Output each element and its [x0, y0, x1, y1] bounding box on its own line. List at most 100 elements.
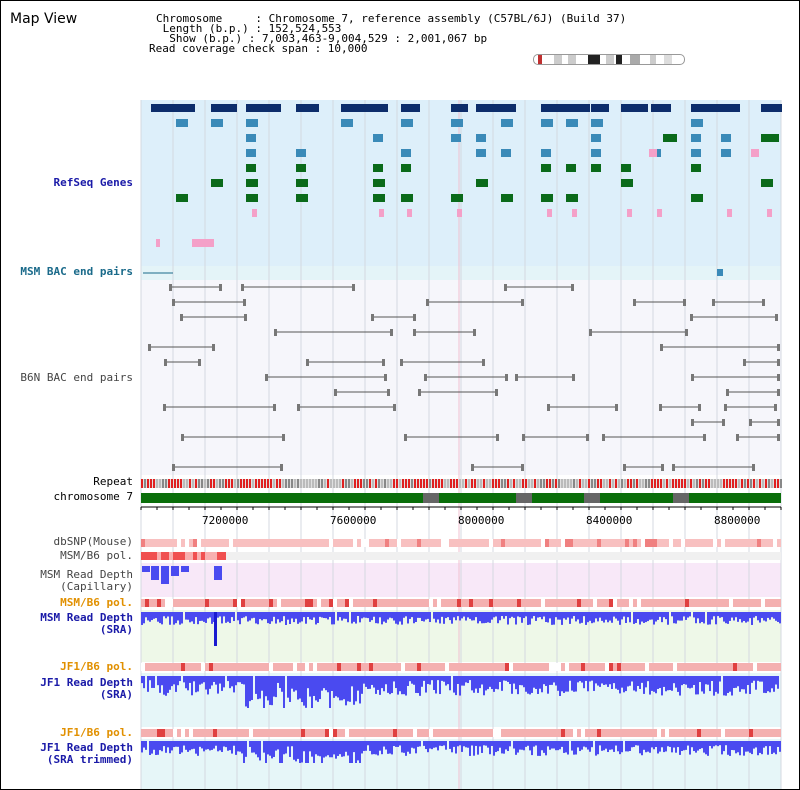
- read-depth-bar: [515, 741, 517, 755]
- dbsnp-feature: [329, 539, 333, 547]
- read-depth-bar: [247, 676, 249, 708]
- read-depth-bar: [317, 676, 319, 702]
- bac-end: [712, 299, 715, 306]
- bac-end: [752, 464, 755, 471]
- read-depth-bar: [177, 676, 179, 686]
- read-depth-bar: [359, 741, 361, 763]
- msm-pol-feature: [297, 599, 301, 607]
- chromosome-gap: [516, 493, 532, 503]
- jf1-pol-feature: [409, 663, 413, 671]
- bac-end: [777, 344, 780, 351]
- read-depth-bar: [525, 741, 527, 747]
- jf1-pol-feature: [701, 663, 705, 671]
- read-depth-bar: [467, 676, 469, 684]
- bac-end: [382, 359, 385, 366]
- read-depth-bar: [383, 676, 385, 692]
- read-depth-bar: [219, 741, 221, 751]
- gene-feature: [246, 104, 281, 112]
- gene-feature: [296, 164, 306, 172]
- read-depth-bar: [563, 741, 565, 753]
- read-depth-bar: [371, 612, 373, 621]
- read-depth-bar: [365, 676, 367, 687]
- read-depth-bar: [399, 741, 401, 746]
- gene-feature: [401, 164, 411, 172]
- msm-pol-feature: [417, 599, 421, 607]
- read-depth-bar: [491, 612, 493, 620]
- read-depth-bar: [451, 741, 453, 753]
- read-depth-bar: [589, 741, 591, 752]
- read-depth-bar: [771, 741, 773, 754]
- dbsnp-feature: [425, 539, 429, 547]
- read-depth-bar: [717, 676, 719, 694]
- gene-feature: [176, 194, 188, 202]
- read-depth-bar: [177, 741, 179, 747]
- jf1-pol-feature: [541, 663, 545, 671]
- repeat-feature: [729, 479, 731, 488]
- read-depth-bar: [627, 741, 629, 752]
- jf1-pol-feature: [713, 663, 717, 671]
- read-depth-bar: [559, 612, 561, 620]
- msm-pol-feature: [393, 599, 397, 607]
- repeat-feature: [690, 479, 692, 488]
- read-depth-bar: [657, 741, 659, 754]
- read-depth-bar: [351, 741, 353, 763]
- read-depth-bar: [755, 612, 757, 617]
- repeat-feature: [666, 479, 668, 488]
- msm-pol-feature: [457, 599, 461, 607]
- jf1-pol-feature: [721, 663, 725, 671]
- read-depth-bar: [367, 676, 369, 689]
- repeat-feature: [411, 479, 413, 488]
- repeat-feature: [216, 479, 218, 488]
- read-depth-bar: [305, 676, 307, 708]
- jf1-pol-feature: [401, 729, 405, 737]
- read-depth-bar: [149, 741, 151, 755]
- repeat-feature: [144, 479, 146, 488]
- read-depth-bar: [589, 612, 591, 621]
- msm-pol-feature: [425, 599, 429, 607]
- dbsnp-feature: [209, 539, 213, 547]
- read-depth-bar: [655, 741, 657, 748]
- jf1-pol-feature: [705, 663, 709, 671]
- msm-pol-feature: [777, 599, 781, 607]
- repeat-feature: [531, 479, 533, 488]
- msm-pol-feature: [201, 552, 205, 560]
- jf1-pol-feature: [333, 663, 337, 671]
- gene-feature: [476, 149, 486, 157]
- read-depth-bar: [199, 741, 201, 747]
- jf1-pol-feature: [273, 663, 277, 671]
- dbsnp-feature: [601, 539, 605, 547]
- msm-pol-feature: [213, 552, 217, 560]
- repeat-feature: [615, 479, 617, 488]
- read-depth-bar: [357, 741, 359, 761]
- read-depth-bar: [411, 676, 413, 684]
- jf1-pol-feature: [329, 729, 333, 737]
- bac-end: [743, 359, 746, 366]
- msm-pol-feature: [169, 599, 173, 607]
- read-depth-bar: [577, 612, 579, 620]
- read-depth-bar: [575, 676, 577, 692]
- jf1-pol-feature: [165, 663, 169, 671]
- chromosome-ideogram[interactable]: [533, 54, 685, 65]
- dbsnp-feature: [585, 539, 589, 547]
- read-depth-bar: [509, 741, 511, 747]
- jf1-pol-feature: [557, 663, 561, 671]
- jf1-pol-feature: [357, 729, 361, 737]
- jf1-pol-feature: [713, 729, 717, 737]
- dbsnp-feature: [721, 539, 725, 547]
- bac-end: [164, 359, 167, 366]
- bac-end: [522, 434, 525, 441]
- map-view-title: Map View: [10, 11, 78, 27]
- read-depth-bar: [637, 741, 639, 746]
- read-depth-bar: [235, 676, 237, 686]
- gene-feature: [246, 134, 256, 142]
- msm-pol-feature: [161, 599, 165, 607]
- read-depth-bar: [399, 676, 401, 692]
- jf1-pol-feature: [677, 729, 681, 737]
- read-depth-bar: [531, 676, 533, 693]
- read-depth-bar: [445, 676, 447, 686]
- jf1-pol-feature: [465, 663, 469, 671]
- read-depth-bar: [377, 676, 379, 690]
- jf1-pol-feature: [353, 663, 357, 671]
- msm-pol-feature: [769, 599, 773, 607]
- jf1-pol-feature: [317, 663, 321, 671]
